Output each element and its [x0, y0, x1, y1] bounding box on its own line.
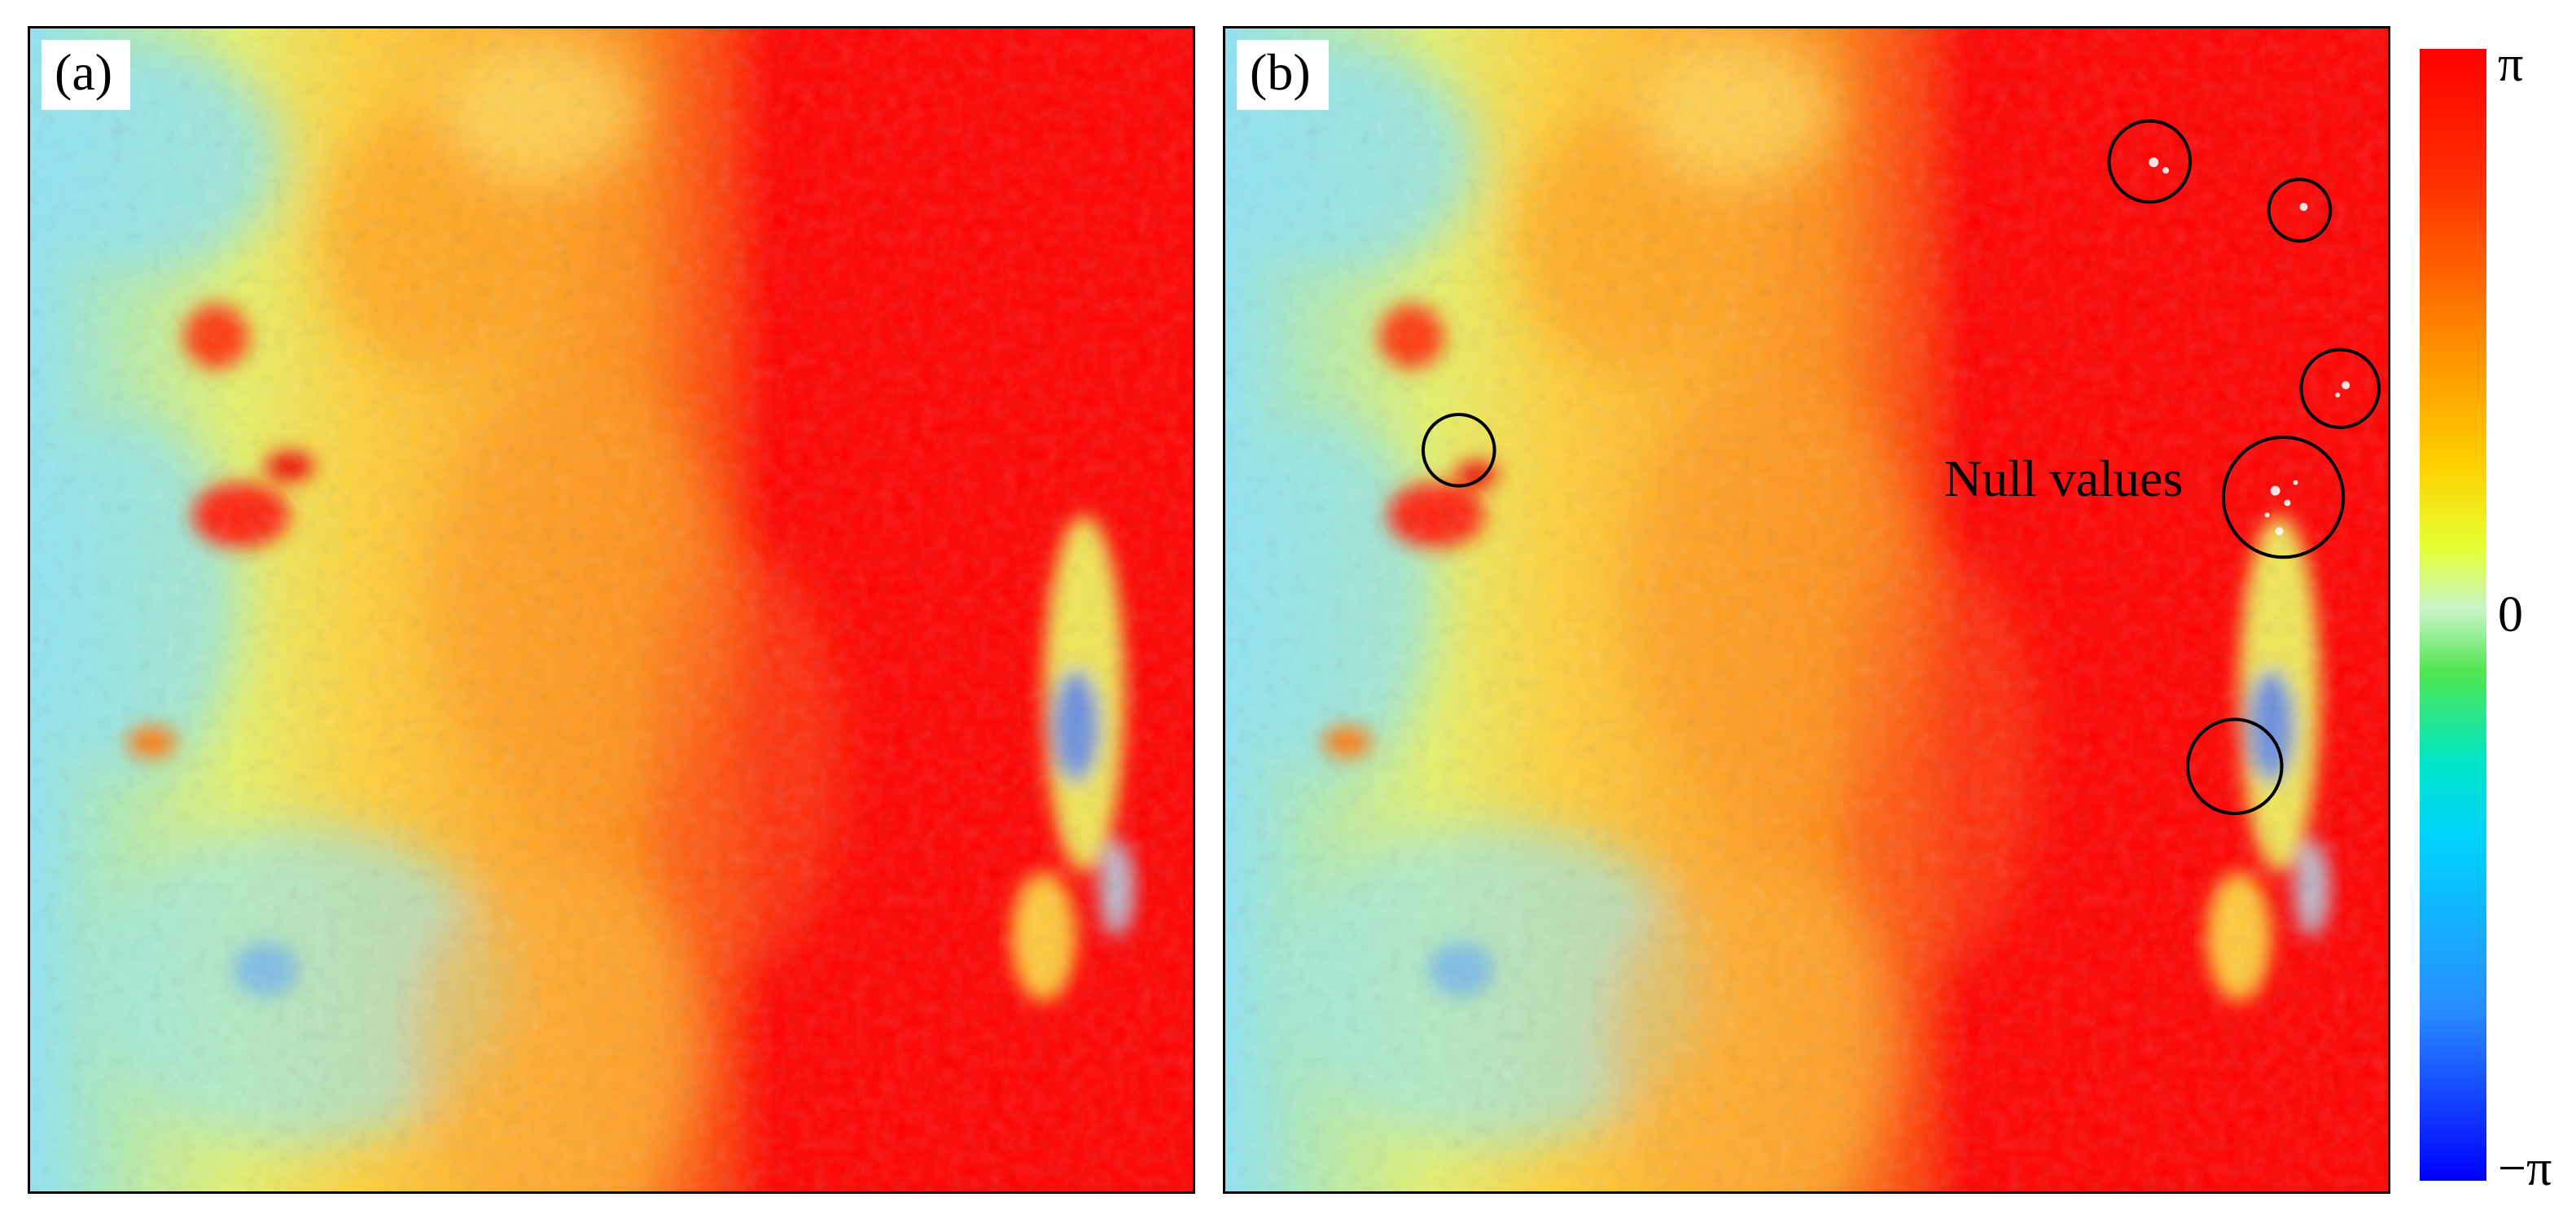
circle-marker — [2107, 119, 2193, 204]
panel-a-label: (a) — [42, 40, 131, 110]
panel-a: (a) — [28, 26, 1195, 1194]
panel-b: (b) — [1223, 26, 2390, 1194]
null-values-annotation: Null values — [1944, 450, 2184, 507]
circle-marker — [2186, 717, 2284, 815]
phase-map-b — [1225, 29, 2388, 1191]
circle-marker — [1421, 413, 1496, 488]
panel-b-label: (b) — [1237, 40, 1329, 110]
null-value-circles — [1421, 119, 2381, 815]
colorbar-mid-label: 0 — [2498, 587, 2523, 643]
circle-marker — [2221, 435, 2346, 559]
colorbar-min-label: −π — [2498, 1141, 2552, 1196]
circle-marker — [2267, 178, 2333, 243]
colorbar-max-label: π — [2498, 37, 2524, 92]
colorbar — [2420, 49, 2486, 1181]
circle-marker — [2299, 348, 2381, 429]
phase-map-a — [30, 29, 1193, 1191]
